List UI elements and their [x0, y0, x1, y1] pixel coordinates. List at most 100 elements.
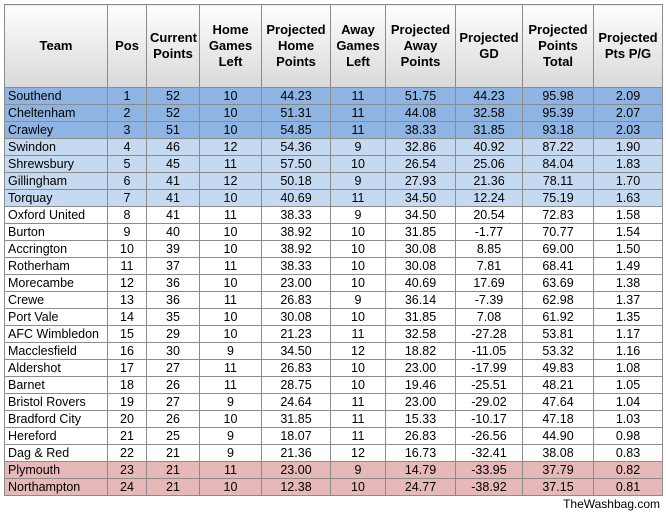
value-cell: 10: [199, 223, 262, 241]
value-cell: 15: [107, 325, 147, 343]
value-cell: 29: [146, 325, 200, 343]
value-cell: 1.50: [593, 240, 663, 258]
value-cell: 10: [199, 325, 262, 343]
value-cell: 3: [107, 121, 147, 139]
value-cell: 7.08: [455, 308, 523, 326]
value-cell: 95.39: [522, 104, 594, 122]
value-cell: 12.24: [455, 189, 523, 207]
value-cell: 0.98: [593, 427, 663, 445]
value-cell: 17.69: [455, 274, 523, 292]
value-cell: 31.85: [385, 308, 456, 326]
team-cell: Crewe: [4, 291, 108, 309]
value-cell: 1.08: [593, 359, 663, 377]
value-cell: 40: [146, 223, 200, 241]
team-cell: Barnet: [4, 376, 108, 394]
value-cell: 18.07: [261, 427, 331, 445]
value-cell: 10: [330, 308, 386, 326]
value-cell: 8: [107, 206, 147, 224]
value-cell: 38.33: [261, 257, 331, 275]
table-row: Rotherham 11 37 11 38.33 10 30.08 7.81 68.41 1.49: [4, 257, 663, 275]
value-cell: 34.50: [261, 342, 331, 360]
value-cell: 11: [199, 359, 262, 377]
value-cell: 44.08: [385, 104, 456, 122]
value-cell: 23.00: [385, 393, 456, 411]
team-cell: Northampton: [4, 478, 108, 496]
value-cell: 1.04: [593, 393, 663, 411]
value-cell: 11: [330, 427, 386, 445]
value-cell: 7: [107, 189, 147, 207]
value-cell: 10: [330, 223, 386, 241]
table-row: Bristol Rovers 19 27 9 24.64 11 23.00 -29.02 47.…: [4, 393, 663, 411]
value-cell: 24: [107, 478, 147, 496]
value-cell: 13: [107, 291, 147, 309]
value-cell: 36: [146, 291, 200, 309]
value-cell: 63.69: [522, 274, 594, 292]
value-cell: 93.18: [522, 121, 594, 139]
value-cell: 10: [199, 104, 262, 122]
value-cell: 10: [199, 240, 262, 258]
value-cell: 10: [330, 274, 386, 292]
value-cell: 1.49: [593, 257, 663, 275]
header-row: Team Pos Current Points Home Games Left Proj…: [4, 4, 663, 88]
value-cell: 26.83: [261, 359, 331, 377]
value-cell: 19: [107, 393, 147, 411]
value-cell: 37.79: [522, 461, 594, 479]
value-cell: 10: [330, 478, 386, 496]
value-cell: 22: [107, 444, 147, 462]
team-cell: AFC Wimbledon: [4, 325, 108, 343]
value-cell: 32.58: [455, 104, 523, 122]
value-cell: 21: [146, 478, 200, 496]
value-cell: 1.16: [593, 342, 663, 360]
value-cell: 2.03: [593, 121, 663, 139]
value-cell: 12: [107, 274, 147, 292]
table-row: Crewe 13 36 11 26.83 9 36.14 -7.39 62.98 1.37: [4, 291, 663, 309]
value-cell: 16.73: [385, 444, 456, 462]
header-cell: Projected Home Points: [261, 4, 331, 88]
value-cell: 18.82: [385, 342, 456, 360]
value-cell: 30.08: [385, 257, 456, 275]
value-cell: 54.36: [261, 138, 331, 156]
value-cell: 14: [107, 308, 147, 326]
value-cell: 1.03: [593, 410, 663, 428]
value-cell: 35: [146, 308, 200, 326]
team-cell: Aldershot: [4, 359, 108, 377]
header-cell: Projected Points Total: [522, 4, 594, 88]
value-cell: 37: [146, 257, 200, 275]
table-row: Dag & Red 22 21 9 21.36 12 16.73 -32.41 38.08 0.8…: [4, 444, 663, 462]
value-cell: 11: [330, 393, 386, 411]
value-cell: 53.81: [522, 325, 594, 343]
value-cell: 11: [107, 257, 147, 275]
value-cell: 24.77: [385, 478, 456, 496]
value-cell: 38.92: [261, 240, 331, 258]
value-cell: 9: [199, 427, 262, 445]
value-cell: 20: [107, 410, 147, 428]
value-cell: 11: [199, 461, 262, 479]
team-cell: Dag & Red: [4, 444, 108, 462]
value-cell: 37.15: [522, 478, 594, 496]
value-cell: 12: [330, 342, 386, 360]
value-cell: 47.64: [522, 393, 594, 411]
header-cell: Current Points: [146, 4, 200, 88]
team-cell: Bradford City: [4, 410, 108, 428]
value-cell: 32.86: [385, 138, 456, 156]
value-cell: 95.98: [522, 87, 594, 105]
value-cell: 11: [330, 87, 386, 105]
table-row: Torquay 7 41 10 40.69 11 34.50 12.24 75.19 1.63: [4, 189, 663, 207]
value-cell: 12.38: [261, 478, 331, 496]
value-cell: 25: [146, 427, 200, 445]
value-cell: 21: [146, 461, 200, 479]
value-cell: 75.19: [522, 189, 594, 207]
team-cell: Burton: [4, 223, 108, 241]
value-cell: 84.04: [522, 155, 594, 173]
value-cell: 54.85: [261, 121, 331, 139]
value-cell: 11: [330, 189, 386, 207]
value-cell: 11: [330, 121, 386, 139]
value-cell: 46: [146, 138, 200, 156]
value-cell: 31.85: [455, 121, 523, 139]
value-cell: 62.98: [522, 291, 594, 309]
value-cell: 10: [330, 155, 386, 173]
value-cell: 11: [199, 291, 262, 309]
value-cell: 17: [107, 359, 147, 377]
value-cell: 9: [330, 461, 386, 479]
